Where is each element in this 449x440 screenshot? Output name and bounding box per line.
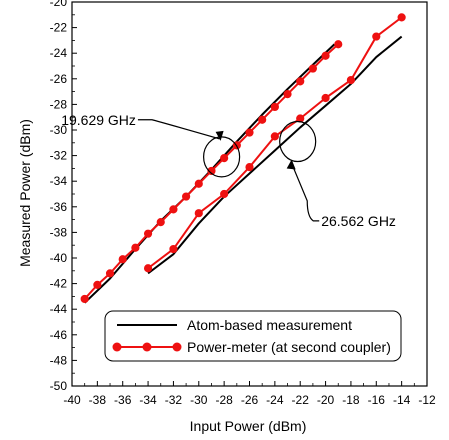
y-tick-label: -44 — [50, 302, 68, 316]
data-point — [346, 75, 356, 85]
data-point — [283, 90, 292, 99]
data-point — [220, 189, 229, 199]
x-tick-label: -22 — [292, 393, 310, 407]
legend-entry-label: Atom-based measurement — [187, 317, 352, 333]
series-line-1-segment-2 — [147, 35, 403, 275]
y-tick-label: -28 — [50, 97, 68, 111]
annotation-leader — [137, 119, 220, 140]
y-tick-label: -50 — [50, 379, 68, 393]
data-point — [207, 166, 216, 176]
y-axis-label: Measured Power (dBm) — [17, 119, 33, 267]
data-point — [321, 93, 330, 103]
series-line-2-segment-2 — [147, 16, 403, 270]
legend-marker — [142, 342, 152, 352]
data-point — [270, 102, 279, 112]
data-point — [194, 209, 203, 218]
data-point — [321, 51, 330, 60]
y-tick-label: -42 — [50, 277, 68, 291]
data-point — [80, 294, 89, 304]
data-point — [372, 32, 381, 41]
x-tick-label: -24 — [266, 393, 284, 407]
y-tick-label: -38 — [50, 225, 68, 239]
data-point — [105, 269, 115, 278]
y-tick-label: -36 — [50, 200, 68, 214]
y-tick-label: -32 — [50, 149, 68, 163]
y-tick-label: -22 — [50, 21, 68, 35]
data-point — [118, 255, 127, 264]
data-point — [220, 154, 229, 163]
annotation-arrowhead — [215, 130, 224, 141]
data-point — [131, 243, 140, 252]
series-group — [80, 13, 406, 304]
data-point — [334, 40, 343, 49]
data-point — [245, 128, 254, 137]
axes: -40 -38 -36 -34 -32 -30 -28 -26 -24 -22 -20 -18 -16-… — [50, 0, 436, 407]
data-point — [194, 179, 203, 188]
x-tick-label: -18 — [342, 393, 360, 407]
x-tick-label: -30 — [190, 393, 208, 407]
legend-marker — [112, 342, 122, 352]
data-point — [245, 163, 254, 172]
annotation-leader — [291, 163, 320, 222]
legend-entry-label: Power-meter (at second coupler) — [187, 339, 391, 355]
data-point — [169, 244, 178, 254]
x-tick-label: -40 — [63, 393, 81, 407]
x-tick-label: -32 — [165, 393, 183, 407]
y-tick-label: -40 — [50, 251, 68, 265]
annotation-circle — [279, 120, 317, 163]
y-tick-label: -24 — [50, 46, 68, 60]
data-point — [143, 229, 153, 238]
x-tick-label: -14 — [393, 393, 411, 407]
x-tick-label: -12 — [418, 393, 436, 407]
annotation-arrowhead — [286, 159, 296, 170]
data-point — [270, 132, 279, 141]
y-tick-label: -30 — [50, 123, 68, 137]
legend-marker — [172, 342, 182, 352]
x-tick-label: -20 — [317, 393, 335, 407]
data-point — [397, 13, 406, 22]
data-point — [308, 64, 317, 73]
x-tick-label: -26 — [241, 393, 259, 407]
annotation-label: 26.562 GHz — [321, 213, 396, 229]
x-tick-label: -34 — [139, 393, 157, 407]
x-axis-label: Input Power (dBm) — [190, 418, 307, 434]
y-tick-label: -46 — [50, 328, 68, 342]
x-tick-label: -38 — [89, 393, 107, 407]
y-tick-label: -20 — [50, 0, 68, 9]
annotation-label: 19.629 GHz — [61, 112, 136, 128]
y-tick-label: -34 — [50, 174, 68, 188]
data-point — [258, 115, 267, 124]
data-point — [143, 264, 153, 273]
x-tick-label: -28 — [215, 393, 233, 407]
x-tick-label: -36 — [114, 393, 132, 407]
data-point — [93, 280, 102, 289]
x-tick-label: -16 — [368, 393, 386, 407]
y-tick-label: -26 — [50, 72, 68, 86]
annotations-group: 19.629 GHz 26.562 GHz — [61, 112, 396, 229]
data-point — [296, 77, 305, 86]
legend: Atom-based measurement Power-meter (at se… — [104, 310, 402, 362]
data-point — [169, 205, 178, 214]
data-point — [182, 192, 191, 201]
data-point — [156, 218, 165, 227]
y-tick-label: -48 — [50, 353, 68, 367]
